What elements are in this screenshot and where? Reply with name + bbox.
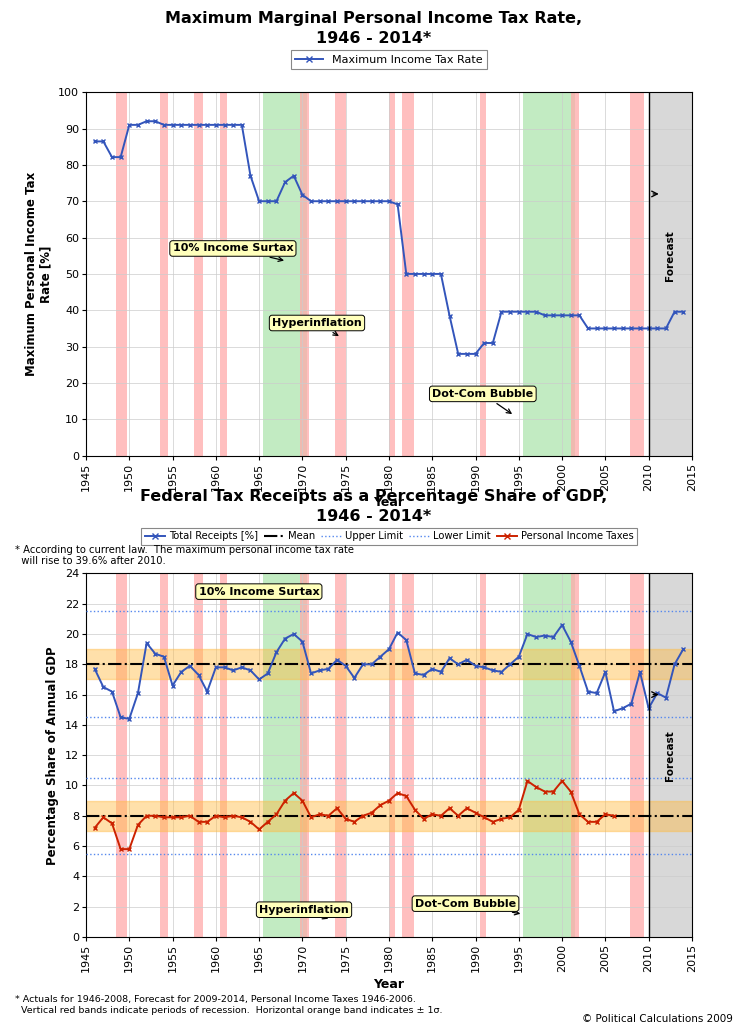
Bar [389, 573, 396, 937]
Text: Federal Tax Receipts as a Percentage Share of GDP,
1946 - 2014*: Federal Tax Receipts as a Percentage Sha… [141, 489, 607, 524]
Bar [649, 573, 692, 937]
Bar [263, 92, 307, 456]
Bar [402, 92, 414, 456]
Bar [571, 92, 578, 456]
Text: Forecast: Forecast [665, 730, 675, 780]
Text: Hyperinflation: Hyperinflation [259, 904, 349, 919]
Text: * Actuals for 1946-2008, Forecast for 2009-2014, Personal Income Taxes 1946-2006: * Actuals for 1946-2008, Forecast for 20… [15, 995, 443, 1015]
Text: Dot-Com Bubble: Dot-Com Bubble [432, 389, 533, 414]
X-axis label: Year: Year [373, 497, 405, 509]
Bar [159, 92, 168, 456]
Bar [335, 573, 346, 937]
Bar [480, 92, 486, 456]
Text: 10% Income Surtax: 10% Income Surtax [198, 587, 319, 597]
Bar [220, 92, 227, 456]
Bar [220, 573, 227, 937]
Bar [389, 92, 396, 456]
Text: * According to current law.  The maximum personal income tax rate
  will rise to: * According to current law. The maximum … [15, 545, 354, 566]
Text: Hyperinflation: Hyperinflation [272, 318, 362, 336]
Text: 10% Income Surtax: 10% Income Surtax [173, 244, 293, 261]
Bar [631, 92, 644, 456]
Legend: Total Receipts [%], Mean, Upper Limit, Lower Limit, Personal Income Taxes: Total Receipts [%], Mean, Upper Limit, L… [141, 527, 637, 545]
Bar [194, 92, 203, 456]
Legend: Maximum Income Tax Rate: Maximum Income Tax Rate [291, 50, 487, 70]
Bar [402, 573, 414, 937]
Text: Forecast: Forecast [665, 230, 675, 282]
Bar [194, 573, 203, 937]
Bar [631, 573, 644, 937]
Bar [117, 92, 127, 456]
Bar [571, 573, 578, 937]
Bar [300, 573, 309, 937]
Bar [300, 92, 309, 456]
Text: Maximum Marginal Personal Income Tax Rate,
1946 - 2014*: Maximum Marginal Personal Income Tax Rat… [165, 11, 583, 46]
Y-axis label: Percentage Share of Annual GDP: Percentage Share of Annual GDP [46, 646, 59, 864]
Bar [335, 92, 346, 456]
Bar [523, 573, 575, 937]
Text: © Political Calculations 2009: © Political Calculations 2009 [582, 1014, 733, 1024]
Y-axis label: Maximum Personal Income Tax
Rate [%]: Maximum Personal Income Tax Rate [%] [25, 172, 52, 376]
Bar [159, 573, 168, 937]
Text: Dot-Com Bubble: Dot-Com Bubble [415, 899, 519, 914]
Bar [480, 573, 486, 937]
Bar [523, 92, 575, 456]
Bar [86, 801, 692, 830]
Bar [649, 92, 692, 456]
Bar [263, 573, 307, 937]
Bar [117, 573, 127, 937]
X-axis label: Year: Year [373, 978, 405, 990]
Bar [86, 649, 692, 680]
